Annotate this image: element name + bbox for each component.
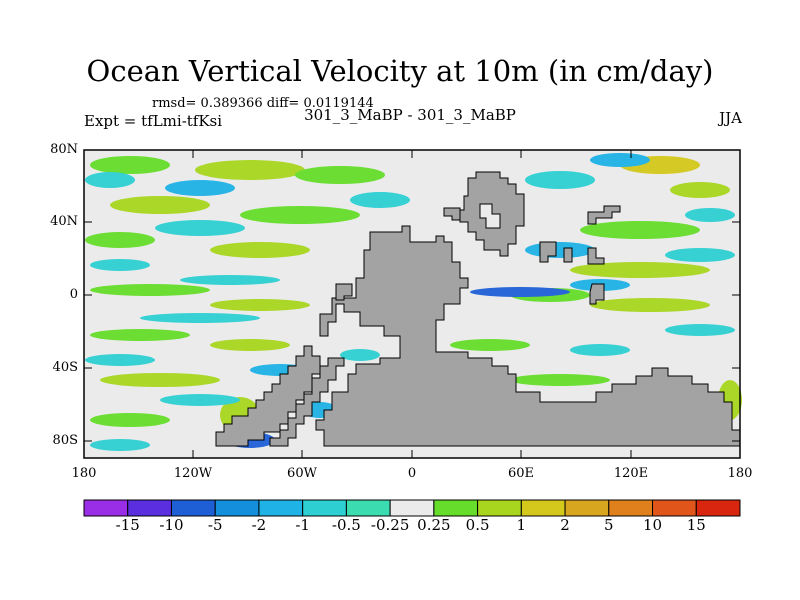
map-title: Ocean Vertical Velocity at 10m (in cm/da… bbox=[86, 54, 714, 88]
colorbar-label: -0.5 bbox=[331, 516, 361, 534]
colorbar-swatch bbox=[608, 499, 654, 517]
inland-sea bbox=[479, 203, 501, 229]
land-small-island-east bbox=[589, 283, 605, 305]
lon-label-180w: 180 bbox=[71, 466, 97, 481]
ocean-anomaly-field bbox=[85, 153, 742, 451]
colorbar-label: -15 bbox=[115, 516, 140, 534]
land-southern-arm bbox=[269, 357, 345, 447]
colorbar-label: -10 bbox=[159, 516, 184, 534]
lon-label-60w: 60W bbox=[287, 466, 317, 481]
lat-label-40s: 40S bbox=[52, 360, 78, 375]
lon-label-180e: 180 bbox=[727, 466, 753, 481]
lon-label-0: 0 bbox=[407, 466, 417, 481]
colorbar-swatch bbox=[127, 499, 172, 517]
lat-label-40n: 40N bbox=[50, 214, 78, 229]
lon-label-120e: 120E bbox=[613, 466, 649, 481]
colorbar-label: -2 bbox=[251, 516, 267, 534]
colorbar-label: 10 bbox=[642, 516, 663, 534]
colorbar-swatch bbox=[302, 499, 347, 517]
land-southwest-peninsula bbox=[215, 345, 321, 447]
colorbar-label: 1 bbox=[516, 516, 527, 534]
land-small-island-west bbox=[335, 283, 353, 301]
land-masses bbox=[215, 171, 741, 447]
colorbar-swatch bbox=[214, 499, 260, 517]
colorbar-swatch bbox=[258, 499, 304, 517]
land-islands-mid bbox=[539, 241, 557, 263]
run-label: 301_3_MaBP - 301_3_MaBP bbox=[304, 106, 516, 124]
season-label: JJA bbox=[719, 109, 742, 127]
colorbar-swatch bbox=[83, 499, 129, 517]
stats-text: rmsd= 0.389366 diff= 0.0119144 bbox=[152, 96, 374, 111]
land-islands-mid3 bbox=[587, 247, 605, 265]
colorbar-label: 2 bbox=[560, 516, 570, 534]
colorbar bbox=[83, 499, 741, 517]
colorbar-label: 0.25 bbox=[417, 516, 451, 534]
lat-label-80n: 80N bbox=[50, 142, 78, 157]
colorbar-label: 5 bbox=[604, 516, 614, 534]
colorbar-swatch bbox=[345, 499, 391, 517]
colorbar-label: 0.5 bbox=[465, 516, 490, 534]
colorbar-swatch bbox=[389, 499, 435, 517]
lon-label-60e: 60E bbox=[507, 466, 535, 481]
lat-tick-marks bbox=[84, 149, 740, 442]
lon-tick-marks bbox=[83, 150, 741, 458]
colorbar-swatch bbox=[170, 499, 216, 517]
colorbar-swatch bbox=[433, 499, 479, 517]
lat-label-0: 0 bbox=[69, 287, 78, 302]
colorbar-swatch bbox=[695, 499, 741, 517]
colorbar-swatch bbox=[564, 499, 610, 517]
land-islands-mid2 bbox=[563, 247, 573, 263]
colorbar-swatch bbox=[652, 499, 697, 517]
colorbar-swatch bbox=[477, 499, 522, 517]
colorbar-label: -5 bbox=[207, 516, 223, 534]
colorbar-swatch bbox=[520, 499, 566, 517]
colorbar-label: -1 bbox=[295, 516, 310, 534]
land-small-island-ne bbox=[587, 205, 621, 225]
colorbar-label: -0.25 bbox=[370, 516, 410, 534]
colorbar-label: 15 bbox=[686, 516, 706, 534]
lon-label-120w: 120W bbox=[173, 466, 213, 481]
experiment-label: Expt = tfLmi-tfKsi bbox=[84, 112, 223, 130]
lat-label-80s: 80S bbox=[52, 433, 78, 448]
land-small-bit bbox=[443, 207, 461, 221]
land-central-continent bbox=[315, 225, 741, 447]
